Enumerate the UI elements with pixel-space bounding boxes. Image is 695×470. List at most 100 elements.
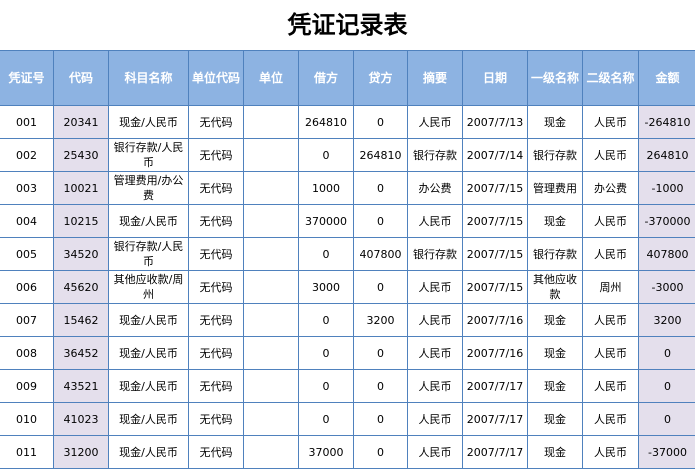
- header-level1-name[interactable]: 一级名称: [527, 50, 583, 106]
- cell-unit[interactable]: [243, 171, 299, 205]
- cell-code[interactable]: 10021: [53, 171, 109, 205]
- cell-level2-name[interactable]: 人民币: [582, 138, 639, 172]
- cell-code[interactable]: 10215: [53, 204, 109, 238]
- cell-credit[interactable]: 264810: [353, 138, 408, 172]
- cell-account-name[interactable]: 银行存款/人民币: [108, 237, 189, 271]
- cell-amount[interactable]: 0: [638, 402, 695, 436]
- cell-code[interactable]: 45620: [53, 270, 109, 304]
- cell-date[interactable]: 2007/7/17: [462, 402, 528, 436]
- cell-date[interactable]: 2007/7/16: [462, 303, 528, 337]
- cell-level1-name[interactable]: 现金: [527, 204, 583, 238]
- cell-unit[interactable]: [243, 237, 299, 271]
- cell-unit[interactable]: [243, 369, 299, 403]
- cell-date[interactable]: 2007/7/14: [462, 138, 528, 172]
- header-unit[interactable]: 单位: [243, 50, 299, 106]
- cell-unit[interactable]: [243, 204, 299, 238]
- cell-unit-code[interactable]: 无代码: [188, 204, 244, 238]
- cell-unit[interactable]: [243, 270, 299, 304]
- cell-account-name[interactable]: 现金/人民币: [108, 402, 189, 436]
- cell-account-name[interactable]: 管理费用/办公费: [108, 171, 189, 205]
- cell-date[interactable]: 2007/7/16: [462, 336, 528, 370]
- cell-voucher-no[interactable]: 005: [0, 237, 54, 271]
- cell-credit[interactable]: 0: [353, 270, 408, 304]
- cell-level2-name[interactable]: 人民币: [582, 336, 639, 370]
- cell-account-name[interactable]: 现金/人民币: [108, 303, 189, 337]
- cell-level1-name[interactable]: 现金: [527, 435, 583, 469]
- cell-amount[interactable]: -370000: [638, 204, 695, 238]
- cell-code[interactable]: 43521: [53, 369, 109, 403]
- cell-level2-name[interactable]: 人民币: [582, 303, 639, 337]
- cell-credit[interactable]: 0: [353, 402, 408, 436]
- cell-level1-name[interactable]: 现金: [527, 369, 583, 403]
- header-voucher-no[interactable]: 凭证号: [0, 50, 54, 106]
- cell-debit[interactable]: 0: [298, 369, 354, 403]
- cell-code[interactable]: 20341: [53, 105, 109, 139]
- cell-unit[interactable]: [243, 105, 299, 139]
- cell-summary[interactable]: 银行存款: [407, 237, 463, 271]
- cell-summary[interactable]: 人民币: [407, 303, 463, 337]
- cell-unit-code[interactable]: 无代码: [188, 402, 244, 436]
- cell-level1-name[interactable]: 银行存款: [527, 138, 583, 172]
- cell-summary[interactable]: 人民币: [407, 336, 463, 370]
- cell-summary[interactable]: 人民币: [407, 270, 463, 304]
- cell-level1-name[interactable]: 其他应收款: [527, 270, 583, 304]
- cell-unit-code[interactable]: 无代码: [188, 138, 244, 172]
- cell-level2-name[interactable]: 人民币: [582, 369, 639, 403]
- header-credit[interactable]: 贷方: [353, 50, 408, 106]
- cell-amount[interactable]: 0: [638, 369, 695, 403]
- cell-debit[interactable]: 370000: [298, 204, 354, 238]
- header-code[interactable]: 代码: [53, 50, 109, 106]
- cell-date[interactable]: 2007/7/13: [462, 105, 528, 139]
- cell-debit[interactable]: 264810: [298, 105, 354, 139]
- cell-debit[interactable]: 0: [298, 138, 354, 172]
- cell-voucher-no[interactable]: 009: [0, 369, 54, 403]
- cell-account-name[interactable]: 现金/人民币: [108, 336, 189, 370]
- cell-debit[interactable]: 3000: [298, 270, 354, 304]
- cell-credit[interactable]: 0: [353, 105, 408, 139]
- header-summary[interactable]: 摘要: [407, 50, 463, 106]
- cell-code[interactable]: 34520: [53, 237, 109, 271]
- cell-level1-name[interactable]: 现金: [527, 336, 583, 370]
- cell-amount[interactable]: 264810: [638, 138, 695, 172]
- cell-voucher-no[interactable]: 004: [0, 204, 54, 238]
- cell-level1-name[interactable]: 管理费用: [527, 171, 583, 205]
- cell-date[interactable]: 2007/7/15: [462, 237, 528, 271]
- cell-level1-name[interactable]: 现金: [527, 402, 583, 436]
- cell-date[interactable]: 2007/7/17: [462, 435, 528, 469]
- cell-unit-code[interactable]: 无代码: [188, 303, 244, 337]
- cell-debit[interactable]: 0: [298, 336, 354, 370]
- cell-summary[interactable]: 办公费: [407, 171, 463, 205]
- cell-amount[interactable]: 407800: [638, 237, 695, 271]
- cell-credit[interactable]: 407800: [353, 237, 408, 271]
- cell-debit[interactable]: 0: [298, 402, 354, 436]
- cell-debit[interactable]: 0: [298, 303, 354, 337]
- cell-code[interactable]: 15462: [53, 303, 109, 337]
- header-account-name[interactable]: 科目名称: [108, 50, 189, 106]
- cell-amount[interactable]: -3000: [638, 270, 695, 304]
- cell-unit[interactable]: [243, 303, 299, 337]
- cell-voucher-no[interactable]: 006: [0, 270, 54, 304]
- cell-account-name[interactable]: 现金/人民币: [108, 204, 189, 238]
- cell-voucher-no[interactable]: 011: [0, 435, 54, 469]
- cell-account-name[interactable]: 现金/人民币: [108, 435, 189, 469]
- cell-date[interactable]: 2007/7/15: [462, 204, 528, 238]
- cell-summary[interactable]: 人民币: [407, 402, 463, 436]
- cell-level1-name[interactable]: 现金: [527, 303, 583, 337]
- cell-voucher-no[interactable]: 003: [0, 171, 54, 205]
- cell-date[interactable]: 2007/7/17: [462, 369, 528, 403]
- cell-voucher-no[interactable]: 008: [0, 336, 54, 370]
- cell-level2-name[interactable]: 人民币: [582, 204, 639, 238]
- cell-level2-name[interactable]: 人民币: [582, 105, 639, 139]
- cell-date[interactable]: 2007/7/15: [462, 171, 528, 205]
- cell-level2-name[interactable]: 人民币: [582, 435, 639, 469]
- cell-unit-code[interactable]: 无代码: [188, 171, 244, 205]
- cell-code[interactable]: 31200: [53, 435, 109, 469]
- cell-code[interactable]: 36452: [53, 336, 109, 370]
- cell-debit[interactable]: 0: [298, 237, 354, 271]
- cell-voucher-no[interactable]: 010: [0, 402, 54, 436]
- cell-code[interactable]: 25430: [53, 138, 109, 172]
- cell-unit[interactable]: [243, 402, 299, 436]
- cell-level2-name[interactable]: 人民币: [582, 402, 639, 436]
- cell-summary[interactable]: 人民币: [407, 369, 463, 403]
- cell-unit-code[interactable]: 无代码: [188, 336, 244, 370]
